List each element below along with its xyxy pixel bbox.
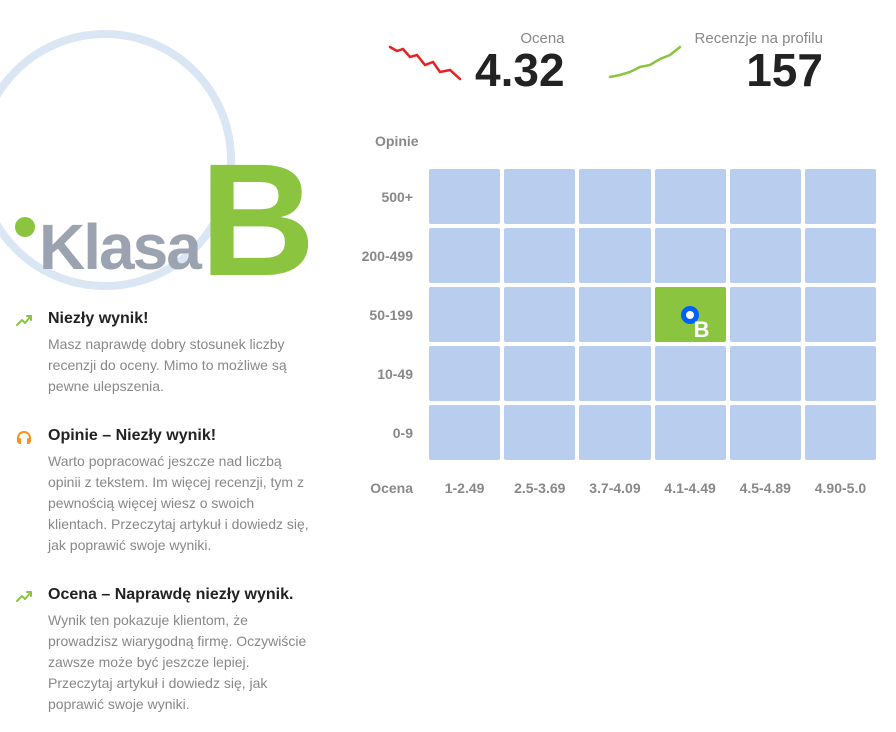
heatmap-cell	[655, 228, 726, 283]
heatmap-cell	[504, 228, 575, 283]
heatmap-cell	[655, 169, 726, 224]
heatmap-badge: B	[694, 317, 710, 343]
trend-up-icon	[15, 586, 33, 715]
heatmap-cell	[730, 228, 801, 283]
heatmap-x-label: 4.90-5.0	[805, 480, 876, 496]
heatmap-row: 10-49	[345, 346, 876, 401]
heatmap-cell	[655, 346, 726, 401]
info-list: Niezły wynik! Masz naprawdę dobry stosun…	[15, 310, 315, 715]
info-title: Opinie – Niezły wynik!	[48, 427, 315, 445]
info-title: Niezły wynik!	[48, 310, 315, 328]
metric-reviews: Recenzje na profilu 157	[605, 30, 823, 93]
info-title: Ocena – Naprawdę niezły wynik.	[48, 586, 315, 604]
grade-label: Klasa	[39, 210, 200, 284]
heatmap-cell	[655, 405, 726, 460]
heatmap-cell: B	[655, 287, 726, 342]
info-item: Niezły wynik! Masz naprawdę dobry stosun…	[15, 310, 315, 397]
heatmap-cell	[805, 169, 876, 224]
grade-display: Klasa B	[15, 30, 315, 270]
heatmap-cell	[805, 228, 876, 283]
heatmap-cell	[429, 169, 500, 224]
info-desc: Masz naprawdę dobry stosunek liczby rece…	[48, 334, 315, 397]
sparkline-reviews	[605, 37, 685, 87]
heatmap-cell	[504, 287, 575, 342]
grade-dot	[15, 217, 35, 237]
grade-letter: B	[200, 156, 316, 284]
heatmap-x-label: 1-2.49	[429, 480, 500, 496]
heatmap-cell	[805, 346, 876, 401]
heatmap-x-labels: Ocena1-2.492.5-3.693.7-4.09 4.1-4.494.5-4…	[345, 480, 876, 496]
heatmap-cell	[429, 287, 500, 342]
heatmap-row: 500+	[345, 169, 876, 224]
info-item: Opinie – Niezły wynik! Warto popracować …	[15, 427, 315, 556]
heatmap-x-label: 2.5-3.69	[504, 480, 575, 496]
sparkline-rating	[385, 37, 465, 87]
heatmap-cell	[730, 169, 801, 224]
heatmap-cell	[429, 346, 500, 401]
heatmap-y-label: 10-49	[345, 366, 425, 382]
heatmap-cell	[805, 405, 876, 460]
info-desc: Warto popracować jeszcze nad liczbą opin…	[48, 451, 315, 556]
heatmap-x-label: 4.1-4.49	[655, 480, 726, 496]
heatmap-cell	[579, 287, 650, 342]
heatmap-row: 0-9	[345, 405, 876, 460]
heatmap-y-label: 200-499	[345, 248, 425, 264]
heatmap-cell	[805, 287, 876, 342]
info-desc: Wynik ten pokazuje klientom, że prowadzi…	[48, 610, 315, 715]
metric-rating: Ocena 4.32	[385, 30, 565, 93]
heatmap-y-label: 0-9	[345, 425, 425, 441]
heatmap-cell	[579, 169, 650, 224]
heatmap-grid: 500+ 200-499 50-199 B 10-49 0-9	[345, 169, 876, 460]
heatmap-cell	[504, 405, 575, 460]
heatmap-cell	[504, 346, 575, 401]
metric-reviews-value: 157	[695, 47, 823, 93]
heatmap-cell	[730, 405, 801, 460]
heatmap-y-label: 500+	[345, 189, 425, 205]
heatmap-row: 200-499	[345, 228, 876, 283]
heatmap-x-label: 3.7-4.09	[579, 480, 650, 496]
headphones-icon	[15, 427, 33, 556]
metric-rating-value: 4.32	[475, 47, 565, 93]
heatmap-y-title: Opinie	[375, 133, 876, 149]
heatmap-row: 50-199 B	[345, 287, 876, 342]
heatmap-x-label: 4.5-4.89	[730, 480, 801, 496]
info-item: Ocena – Naprawdę niezły wynik. Wynik ten…	[15, 586, 315, 715]
heatmap-cell	[730, 346, 801, 401]
heatmap-y-label: 50-199	[345, 307, 425, 323]
heatmap-cell	[730, 287, 801, 342]
heatmap: Opinie 500+ 200-499 50-199 B 10-49 0-9 Ocena1…	[345, 133, 876, 496]
heatmap-cell	[429, 405, 500, 460]
heatmap-cell	[579, 228, 650, 283]
trend-up-icon	[15, 310, 33, 397]
heatmap-x-title: Ocena	[345, 480, 425, 496]
heatmap-cell	[579, 346, 650, 401]
heatmap-cell	[504, 169, 575, 224]
heatmap-cell	[429, 228, 500, 283]
heatmap-cell	[579, 405, 650, 460]
metrics-row: Ocena 4.32 Recenzje na profilu 157	[345, 30, 876, 93]
